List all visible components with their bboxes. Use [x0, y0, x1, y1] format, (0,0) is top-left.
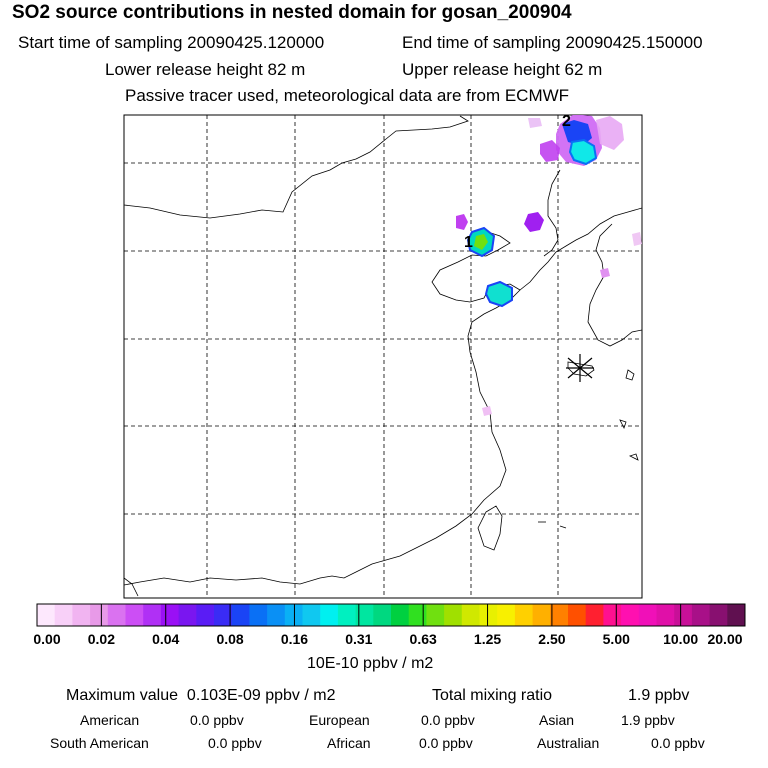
colorbar-swatch: [373, 604, 392, 626]
region-name-european: European: [309, 712, 370, 728]
colorbar-swatch: [514, 604, 534, 626]
colorbar-swatch: [391, 604, 410, 626]
colorbar-swatch: [568, 604, 587, 626]
max-value: 0.103E-09 ppbv / m2: [186, 687, 336, 704]
region-value-south-american: 0.0 ppbv: [208, 735, 262, 751]
colorbar-swatch: [160, 604, 180, 626]
max-value-label: Maximum value: [66, 687, 179, 704]
colorbar-swatch: [54, 604, 73, 626]
colorbar-swatch: [249, 604, 268, 626]
colorbar: [36, 603, 746, 627]
colorbar-swatch: [550, 604, 569, 626]
colorbar-swatch: [107, 604, 126, 626]
lower-release-height: Lower release height 82 m: [105, 60, 306, 79]
colorbar-swatch: [37, 604, 56, 626]
colorbar-swatch: [444, 604, 463, 626]
colorbar-swatch: [674, 604, 693, 626]
region-value-australian: 0.0 ppbv: [651, 735, 705, 751]
colorbar-swatch: [638, 604, 657, 626]
colorbar-swatch: [461, 604, 480, 626]
colorbar-swatch: [267, 604, 286, 626]
map-frame: [123, 114, 643, 599]
colorbar-swatch: [284, 604, 303, 626]
source-label-2: 2: [562, 113, 571, 130]
map-title: SO2 source contributions in nested domai…: [12, 2, 572, 23]
colorbar-swatch: [408, 604, 427, 626]
colorbar-swatch: [426, 604, 445, 626]
colorbar-tick-label: 2.50: [538, 631, 566, 647]
colorbar-tick-label: 0.31: [345, 631, 373, 647]
colorbar-swatch: [603, 604, 622, 626]
source-label-1: 1: [464, 234, 473, 251]
colorbar-swatch: [214, 604, 233, 626]
colorbar-swatch: [709, 604, 728, 626]
concentration-plumes: [456, 115, 642, 416]
colorbar-swatch: [479, 604, 498, 626]
colorbar-swatch: [196, 604, 215, 626]
region-name-american: American: [80, 712, 140, 728]
end-time-label: End time of sampling 20090425.150000: [402, 33, 703, 52]
tracer-note: Passive tracer used, meteorological data…: [125, 86, 570, 105]
colorbar-swatch: [320, 604, 339, 626]
colorbar-tick-label: 10.00: [663, 631, 699, 647]
colorbar-swatch: [585, 604, 604, 626]
colorbar-swatch: [355, 604, 374, 626]
region-value-african: 0.0 ppbv: [419, 735, 473, 751]
colorbar-tick-label: 0.02: [87, 631, 115, 647]
colorbar-swatch: [143, 604, 162, 626]
colorbar-tick-label: 1.25: [473, 631, 502, 647]
colorbar-swatch: [72, 604, 91, 626]
colorbar-swatch: [302, 604, 321, 626]
colorbar-swatch: [337, 604, 357, 626]
receptor-marker: [566, 354, 594, 382]
colorbar-swatch: [231, 604, 250, 626]
colorbar-tick-label: 5.00: [602, 631, 630, 647]
colorbar-swatch: [691, 604, 711, 626]
colorbar-frame: [36, 603, 746, 627]
colorbar-tick-label: 0.04: [152, 631, 180, 647]
upper-release-height: Upper release height 62 m: [402, 60, 603, 79]
colorbar-swatch: [621, 604, 640, 626]
colorbar-swatch: [656, 604, 675, 626]
region-name-south-american: South American: [50, 735, 149, 751]
total-mixing-ratio-value: 1.9 ppbv: [628, 687, 690, 704]
colorbar-swatch: [497, 604, 516, 626]
colorbar-tick-label: 0.16: [280, 631, 309, 647]
colorbar-tick-label: 0.63: [409, 631, 437, 647]
start-time-label: Start time of sampling 20090425.120000: [18, 33, 325, 52]
region-name-asian: Asian: [539, 712, 575, 728]
colorbar-swatch: [90, 604, 109, 626]
colorbar-swatch: [532, 604, 551, 626]
total-mixing-ratio-label: Total mixing ratio: [432, 687, 553, 704]
region-value-asian: 1.9 ppbv: [621, 712, 675, 728]
map-panel: 1 2: [123, 113, 643, 599]
region-name-african: African: [327, 735, 371, 751]
coastlines: [124, 115, 642, 597]
region-name-australian: Australian: [537, 735, 600, 751]
colorbar-swatch: [178, 604, 197, 626]
colorbar-swatch: [125, 604, 144, 626]
colorbar-tick-label: 20.00: [707, 631, 743, 647]
colorbar-swatch: [727, 604, 746, 626]
summary-line: Maximum value 0.103E-09 ppbv / m2: [66, 687, 335, 705]
colorbar-tick-label: 0.00: [33, 631, 61, 647]
colorbar-units: 10E-10 ppbv / m2: [307, 655, 434, 672]
colorbar-tick-label: 0.08: [216, 631, 244, 647]
region-value-american: 0.0 ppbv: [190, 712, 244, 728]
region-value-european: 0.0 ppbv: [421, 712, 475, 728]
